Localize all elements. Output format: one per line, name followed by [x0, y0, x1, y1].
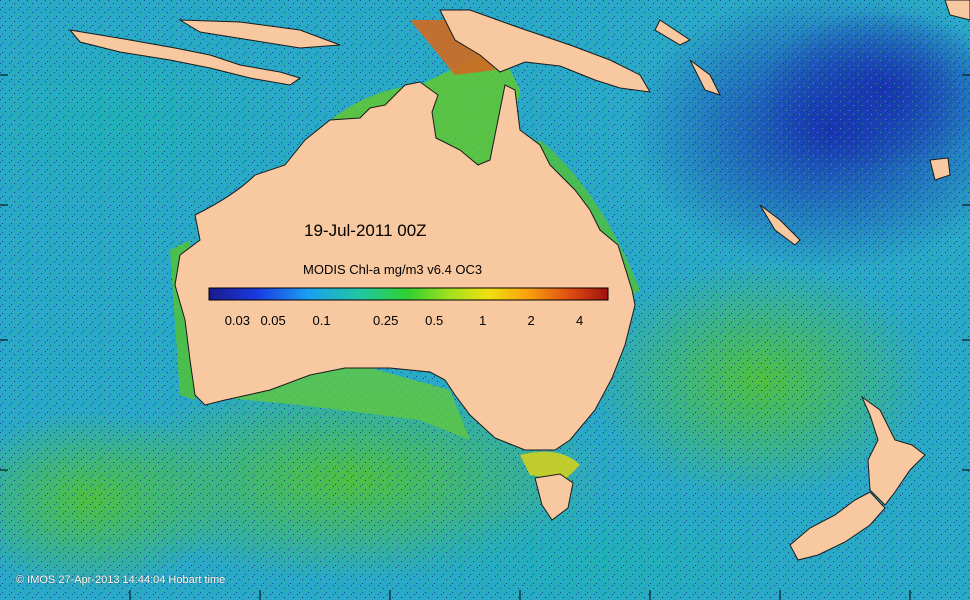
- australia-landmass: [174, 81, 636, 451]
- frame-ticks: [0, 74, 970, 600]
- colorbar-tick-label: 1: [479, 313, 487, 328]
- land: [68, 0, 970, 561]
- colorbar-tick-label: 2: [527, 313, 535, 328]
- colorbar-tick-label: 0.25: [373, 313, 399, 328]
- colorbar-tick-label: 4: [576, 313, 584, 328]
- tasmania: [534, 473, 574, 521]
- new-caledonia: [759, 204, 801, 246]
- colorbar-tick-label: 0.1: [312, 313, 331, 328]
- legend-title: MODIS Chl-a mg/m3 v6.4 OC3: [303, 262, 483, 277]
- new-guinea: [439, 9, 651, 93]
- copyright-credit: © IMOS 27-Apr-2013 14:44:04 Hobart time: [16, 574, 226, 586]
- colorbar: [208, 287, 609, 301]
- new-zealand-north-island: [860, 395, 926, 506]
- timor-lesser-sunda: [68, 29, 302, 86]
- colorbar-tick-label: 0.03: [224, 313, 251, 328]
- map-title: 19-Jul-2011 00Z: [304, 221, 427, 240]
- new-zealand-south-island: [789, 491, 886, 561]
- colorbar-tick-label: 0.05: [260, 313, 286, 328]
- colorbar-tick-label: 0.5: [425, 313, 444, 328]
